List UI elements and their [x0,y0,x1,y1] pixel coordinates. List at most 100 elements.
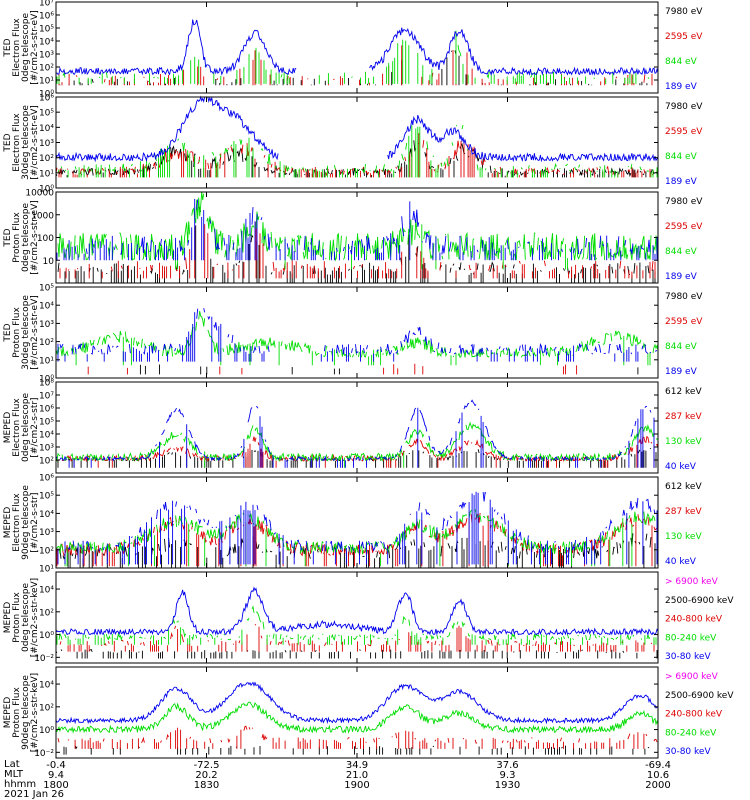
series-line-8-2 [63,745,650,755]
legend-entry: 189 eV [665,272,698,282]
y-tick-label: 10⁻² [34,749,54,759]
y-axis-label: Electron Flux [12,18,22,77]
y-tick-label: 10⁶ [39,12,54,22]
y-axis-label: 90deg telescope [21,675,31,750]
y-tick-label: 10⁶ [39,474,54,484]
y-tick-label: 10² [39,457,54,467]
legend-entry: 2500-6900 keV [665,596,734,606]
y-axis-label: TED [3,38,13,57]
legend-entry: 2595 eV [665,127,703,137]
footer-hhmm-value: 2000 [645,780,670,791]
y-axis-label: TED [3,133,13,152]
y-tick-label: 10² [39,703,54,713]
series-line-8-4 [55,701,659,734]
y-axis-label: 0deg telescope [21,203,31,273]
y-axis-label: [#/cm2-s-str-eV] [30,10,40,85]
footer-mlt-value: 20.2 [195,770,217,781]
y-axis-label: Proton Flux [12,687,22,738]
y-tick-label: 10⁵ [39,284,54,294]
y-tick-label: 10⁴ [39,38,54,48]
legend-entry: 130 keV [665,532,702,542]
legend-entry: 844 eV [665,342,698,352]
y-tick-label: 100 [37,234,54,244]
footer-lat-value: -69.4 [645,760,671,771]
y-axis-label: 30deg telescope [21,105,31,180]
y-axis-label: Electron Flux [12,398,22,457]
panel-1: 10⁰ 10¹ 10² 10³ 10⁴ 10⁵ 10⁶ 10⁷ TED Electron Flux… [3,0,703,100]
panel-3: 10 100 1000 10000 TED Proton Flux 0deg telesco… [3,189,703,284]
footer-hhmm-value: 1900 [344,780,369,791]
y-axis-label: MEPED [3,507,13,539]
panel-2: 10⁰ 10¹ 10² 10³ 10⁴ 10⁵ 10⁶ TED Electron Flux 30d… [3,94,703,195]
panel-6: 10¹ 10² 10³ 10⁴ 10⁵ 10⁶ MEPED Electron Flux 90de… [3,474,702,575]
legend-entry: 189 eV [665,367,698,377]
panel-8: 10⁻² 10⁰ 10² 10⁴ MEPED Proton Flux 90deg teles… [3,666,734,759]
y-tick-label: 10000 [25,189,54,199]
legend-entry: 189 eV [665,177,698,187]
y-tick-label: 10⁵ [39,418,54,428]
legend-entry: 7980 eV [665,197,703,207]
legend-entry: 844 eV [665,152,698,162]
series-line-1-3 [56,30,650,84]
footer-hhmm-value: 1800 [43,780,68,791]
y-axis-label: MEPED [3,412,13,444]
y-axis-label: Proton Flux [12,307,22,358]
y-tick-label: 10² [39,608,54,618]
y-tick-label: 1000 [31,211,54,221]
y-tick-label: 10⁷ [39,392,54,402]
legend-entry: 612 keV [665,482,702,492]
y-tick-label: 10² [39,338,54,348]
y-tick-label: 10¹ [39,356,54,366]
y-tick-label: 10 [43,257,55,267]
y-tick-label: 10¹ [39,77,54,87]
y-tick-label: 10⁸ [39,379,54,389]
y-tick-label: 10³ [39,444,54,454]
legend-entry: > 6900 keV [665,672,719,682]
y-tick-label: 10⁴ [39,124,54,134]
series-line-2-3 [57,124,658,178]
legend-entry: 844 eV [665,247,698,257]
y-tick-label: 10³ [39,51,54,61]
footer-lat-value: -72.5 [194,760,220,771]
y-tick-label: 10⁵ [39,492,54,502]
y-tick-label: 10⁴ [39,586,54,596]
legend-entry: 240-800 keV [665,615,723,625]
y-tick-label: 10⁷ [39,0,54,9]
footer-mlt-value: 9.4 [48,770,64,781]
series-line-4-2 [87,363,578,375]
y-axis-label: Proton Flux [12,212,22,263]
y-axis-label: MEPED [3,697,13,729]
y-axis-label: [#/cm2-s-str] [30,492,40,552]
y-axis-label: [#/cm2-s-str-keV] [30,673,40,752]
y-axis-label: MEPED [3,602,13,634]
y-tick-label: 10⁰ [39,90,54,100]
series-line-7-3 [59,623,655,652]
footer-lat-value: -0.4 [46,760,66,771]
y-tick-label: 10⁶ [39,405,54,415]
series-line-4-1 [139,364,639,375]
legend-entry: 40 keV [665,557,697,567]
panel-frame [55,286,659,379]
panel-5: 10² 10³ 10⁴ 10⁵ 10⁶ 10⁷ 10⁸ MEPED Electron Flux 0… [3,379,702,474]
y-tick-label: 10⁰ [39,631,54,641]
y-tick-label: 10⁴ [39,302,54,312]
y-tick-label: 10⁻² [34,654,54,664]
y-tick-label: 10⁰ [39,185,54,195]
series-line-7-2 [55,648,658,659]
legend-entry: 2595 eV [665,222,703,232]
legend-entry: 7980 eV [665,7,703,17]
footer-hhmm-value: 1930 [495,780,520,791]
series-line-7-4 [56,605,657,645]
y-tick-label: 10¹ [39,565,54,575]
y-axis-label: Electron Flux [12,113,22,172]
footer-mlt-value: 21.0 [346,770,368,781]
y-axis-label: 0deg telescope [21,583,31,653]
series-line-7-5 [55,586,659,637]
legend-entry: 30-80 keV [665,747,711,757]
legend-entry: 612 keV [665,387,702,397]
legend-entry: 130 keV [665,437,702,447]
y-axis-label: 30deg telescope [21,295,31,370]
y-tick-label: 10³ [39,320,54,330]
